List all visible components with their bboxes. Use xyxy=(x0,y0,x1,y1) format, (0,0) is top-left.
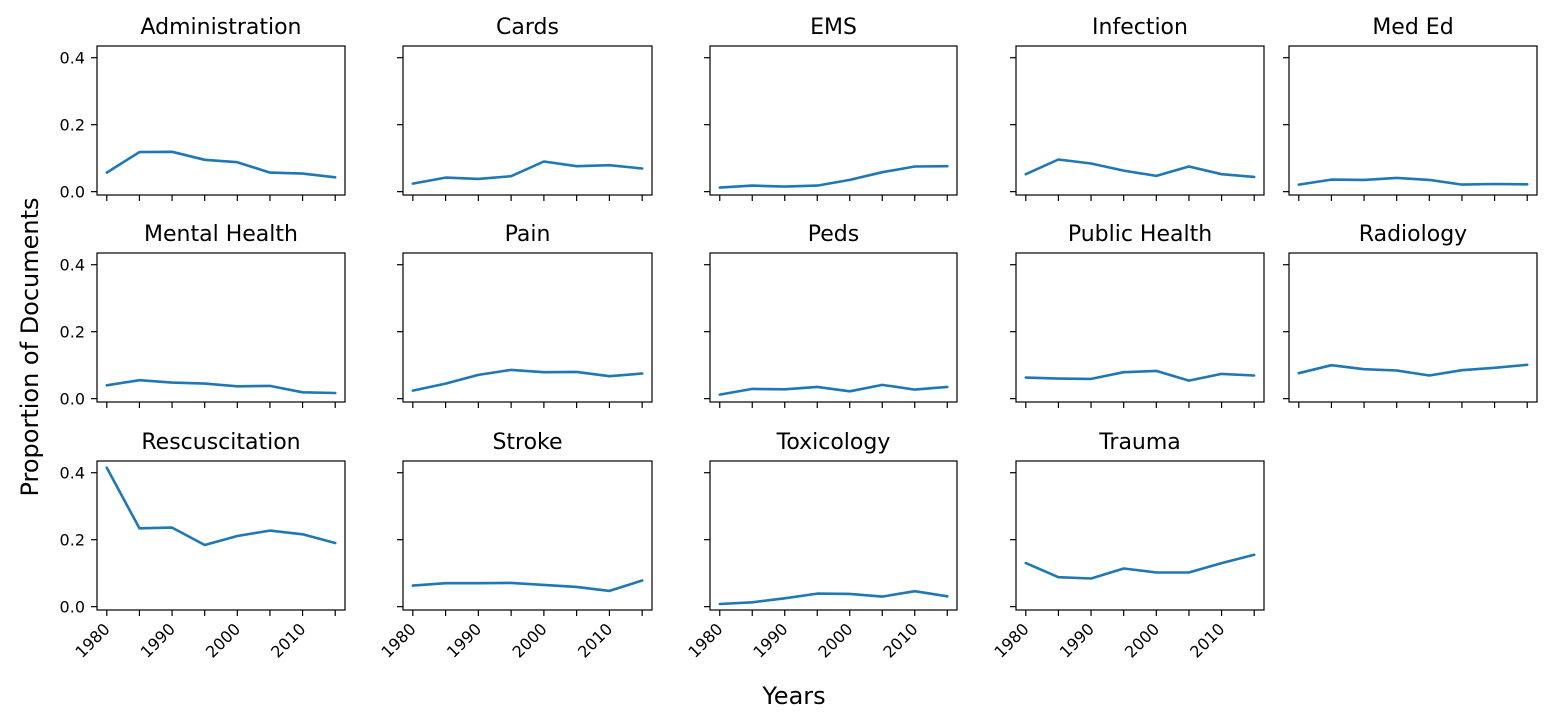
panel-title: Peds xyxy=(808,222,859,247)
x-tick-label: 2010 xyxy=(879,619,921,661)
x-tick-label: 1980 xyxy=(377,619,419,661)
series-line xyxy=(1024,369,1256,382)
plot-frame xyxy=(1288,252,1538,403)
x-tick-label: 2000 xyxy=(1121,619,1163,661)
panel-title: Infection xyxy=(1092,15,1188,40)
panel-title: Administration xyxy=(141,15,302,40)
plot-frame xyxy=(1015,45,1265,196)
panel-administration: Administration 0.0 0.2 0.4 xyxy=(60,15,346,202)
panel-radiology: Radiology xyxy=(1283,222,1538,408)
series-line xyxy=(718,164,949,189)
series-line xyxy=(105,150,337,179)
series-line xyxy=(1297,176,1529,186)
x-tick-label: 2000 xyxy=(814,619,856,661)
y-tick-label: 0.2 xyxy=(60,323,85,342)
x-tick-label: 1990 xyxy=(137,619,179,661)
plot-frame xyxy=(709,45,958,196)
x-tick-label: 1990 xyxy=(749,619,791,661)
x-tick-label: 1990 xyxy=(1056,619,1098,661)
x-tick-label: 2000 xyxy=(508,619,550,661)
panel-title: Toxicology xyxy=(776,430,891,455)
panel-public-health: Public Health xyxy=(1010,222,1265,408)
panel-title: EMS xyxy=(810,15,857,40)
y-tick-label: 0.0 xyxy=(60,598,85,617)
series-line xyxy=(105,466,337,547)
panel-stroke: Stroke 1980 1990 2000 2010 xyxy=(377,430,653,662)
panel-pain: Pain xyxy=(397,222,653,408)
plot-frame xyxy=(402,45,653,196)
panel-title: Med Ed xyxy=(1372,15,1453,40)
plot-frame xyxy=(96,252,346,403)
y-tick-label: 0.2 xyxy=(60,531,85,550)
series-line xyxy=(411,368,644,392)
series-line xyxy=(1024,158,1256,179)
panel-infection: Infection xyxy=(1010,15,1265,201)
series-line xyxy=(411,579,644,593)
x-tick-label: 1990 xyxy=(443,619,485,661)
panel-med-ed: Med Ed xyxy=(1283,15,1538,201)
plot-frame xyxy=(709,252,958,403)
plot-frame xyxy=(96,460,346,611)
panel-toxicology: Toxicology 1980 1990 2000 2010 xyxy=(684,430,958,662)
plot-frame xyxy=(709,460,958,611)
y-tick-label: 0.0 xyxy=(60,390,85,409)
y-tick-label: 0.4 xyxy=(60,464,85,483)
x-tick-label: 1980 xyxy=(71,619,113,661)
series-line xyxy=(411,160,644,185)
y-tick-label: 0.4 xyxy=(60,256,85,275)
x-tick-label: 2010 xyxy=(1186,619,1228,661)
panel-title: Radiology xyxy=(1359,222,1467,247)
series-line xyxy=(105,378,337,395)
x-tick-label: 1980 xyxy=(990,619,1032,661)
x-tick-label: 2010 xyxy=(574,619,616,661)
plot-frame xyxy=(1288,45,1538,196)
panel-title: Cards xyxy=(496,15,559,40)
series-line xyxy=(718,383,949,396)
y-tick-label: 0.4 xyxy=(60,49,85,68)
panel-rescuscitation: Rescuscitation 0.0 0.2 0.4 1980 1990 2000 2010 xyxy=(60,430,346,662)
x-tick-label: 2010 xyxy=(267,619,309,661)
x-axis-label: Years xyxy=(761,682,825,710)
panel-mental-health: Mental Health 0.0 0.2 0.4 xyxy=(60,222,346,409)
plot-frame xyxy=(1015,252,1265,403)
x-tick-label: 2000 xyxy=(202,619,244,661)
panel-title: Rescuscitation xyxy=(141,430,300,455)
x-tick-label: 1980 xyxy=(684,619,726,661)
panel-title: Public Health xyxy=(1068,222,1212,247)
y-axis-label: Proportion of Documents xyxy=(16,197,44,496)
panel-ems: EMS xyxy=(704,15,958,201)
panel-title: Trauma xyxy=(1098,430,1181,455)
panel-trauma: Trauma 1980 1990 2000 2010 xyxy=(990,430,1265,662)
panel-title: Mental Health xyxy=(144,222,298,247)
y-tick-label: 0.0 xyxy=(60,183,85,202)
plot-frame xyxy=(96,45,346,196)
panel-title: Pain xyxy=(505,222,551,247)
plot-frame xyxy=(402,460,653,611)
series-line xyxy=(718,589,949,606)
panel-peds: Peds xyxy=(704,222,958,408)
panel-cards: Cards xyxy=(397,15,653,201)
series-line xyxy=(1297,363,1529,377)
plot-frame xyxy=(1015,460,1265,611)
plot-frame xyxy=(402,252,653,403)
series-line xyxy=(1024,553,1256,580)
y-tick-label: 0.2 xyxy=(60,116,85,135)
panel-title: Stroke xyxy=(492,430,562,455)
